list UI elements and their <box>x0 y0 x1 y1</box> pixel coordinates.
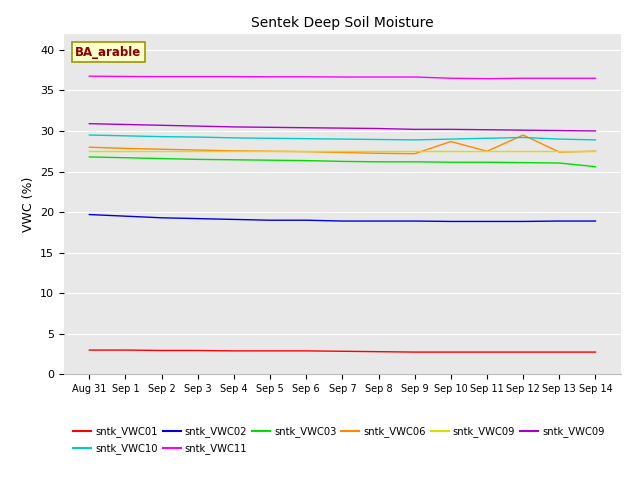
Legend: sntk_VWC10, sntk_VWC11: sntk_VWC10, sntk_VWC11 <box>69 439 251 458</box>
Title: Sentek Deep Soil Moisture: Sentek Deep Soil Moisture <box>251 16 434 30</box>
Y-axis label: VWC (%): VWC (%) <box>22 176 35 232</box>
Text: BA_arable: BA_arable <box>75 46 141 59</box>
